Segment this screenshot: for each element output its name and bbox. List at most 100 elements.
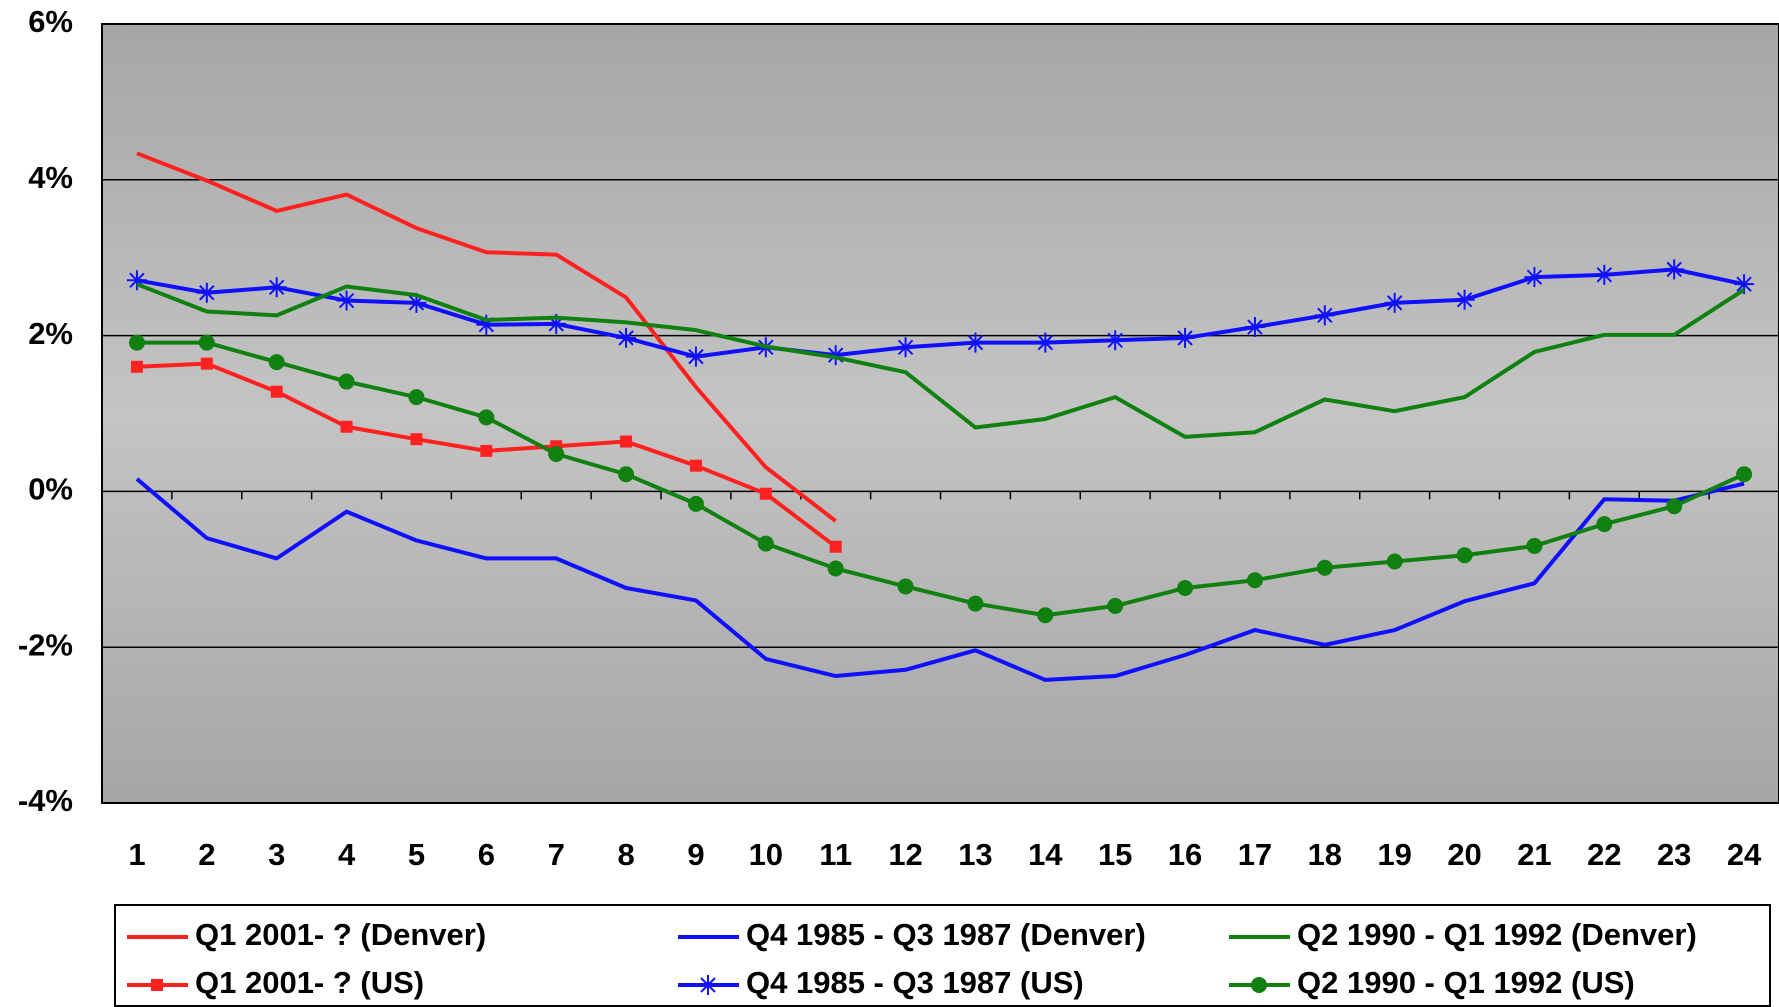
point-marker [338,373,355,390]
x-tick-label: 1 [128,837,145,872]
point-marker [478,409,495,426]
point-marker [1736,466,1753,483]
legend-label: Q2 1990 - Q1 1992 (Denver) [1297,917,1697,952]
point-marker [128,334,145,351]
y-tick-label: 0% [28,472,73,507]
legend [114,904,1771,1007]
point-marker [895,337,916,358]
point-marker [1524,267,1545,288]
x-tick-label: 22 [1587,837,1621,872]
legend-marker [1251,977,1267,993]
point-marker [1664,259,1685,280]
point-marker [406,292,427,313]
point-marker [1107,597,1124,614]
point-marker [266,277,287,298]
x-tick-label: 18 [1308,837,1342,872]
x-tick-label: 23 [1657,837,1691,872]
point-marker [620,435,633,448]
x-tick-label: 5 [408,837,425,872]
x-tick-label: 20 [1447,837,1481,872]
point-marker [1386,553,1403,570]
series-line [136,151,837,523]
point-marker [1454,289,1475,310]
point-marker [897,578,914,595]
point-marker [965,332,986,353]
point-marker [687,495,704,512]
y-tick-label: -4% [18,783,73,818]
x-tick-label: 15 [1098,837,1132,872]
point-marker [827,560,844,577]
legend-label: Q4 1985 - Q3 1987 (Denver) [746,917,1146,952]
point-marker [410,433,423,446]
x-tick-label: 19 [1377,837,1411,872]
x-tick-label: 13 [958,837,992,872]
point-marker [689,459,702,472]
point-marker [200,357,213,370]
point-marker [1035,332,1056,353]
point-marker [1105,330,1126,351]
point-marker [1246,572,1263,589]
x-tick-label: 8 [617,837,634,872]
x-tick-label: 10 [749,837,783,872]
x-tick-label: 6 [478,837,495,872]
x-tick-label: 9 [687,837,704,872]
x-tick-label: 17 [1238,837,1272,872]
point-marker [1526,537,1543,554]
point-marker [618,466,635,483]
point-marker [825,345,846,366]
point-marker [1314,305,1335,326]
point-marker [268,354,285,371]
x-tick-label: 21 [1517,837,1551,872]
point-marker [408,389,425,406]
y-tick-label: 6% [28,4,73,39]
x-tick-label: 16 [1168,837,1202,872]
point-marker [270,385,283,398]
y-tick-label: 2% [28,316,73,351]
series-line [136,267,1745,359]
point-marker [1384,292,1405,313]
point-marker [616,327,637,348]
series-line [136,340,1745,618]
point-marker [1594,264,1615,285]
point-marker [548,446,565,463]
point-marker [340,420,353,433]
point-marker [546,313,567,334]
point-marker [1666,498,1683,515]
x-tick-label: 14 [1028,837,1063,872]
point-marker [1316,559,1333,576]
point-marker [198,334,215,351]
x-tick-label: 7 [548,837,565,872]
legend-label: Q4 1985 - Q3 1987 (US) [746,965,1084,1000]
point-marker [336,290,357,311]
point-marker [1456,547,1473,564]
series-line [135,477,1745,682]
legend-marker [698,975,718,995]
x-tick-label: 11 [819,837,852,872]
x-tick-label: 24 [1727,837,1762,872]
point-marker [1175,327,1196,348]
point-marker [480,444,493,457]
legend-label: Q1 2001- ? (Denver) [195,917,486,952]
y-tick-label: 4% [28,160,73,195]
legend-label: Q1 2001- ? (US) [195,965,424,1000]
point-marker [1177,579,1194,596]
point-marker [1037,607,1054,624]
point-marker [967,595,984,612]
point-marker [130,360,143,373]
point-marker [1596,516,1613,533]
point-marker [196,282,217,303]
x-tick-label: 4 [338,837,356,872]
point-marker [476,314,497,335]
point-marker [1244,317,1265,338]
point-marker [1734,274,1755,295]
x-tick-label: 12 [888,837,922,872]
point-marker [126,270,147,291]
x-tick-label: 2 [198,837,215,872]
point-marker [685,346,706,367]
y-tick-label: -2% [18,627,73,662]
plot-area [101,23,1779,804]
legend-marker [151,979,163,991]
series-line [136,282,1746,439]
point-marker [829,540,842,553]
